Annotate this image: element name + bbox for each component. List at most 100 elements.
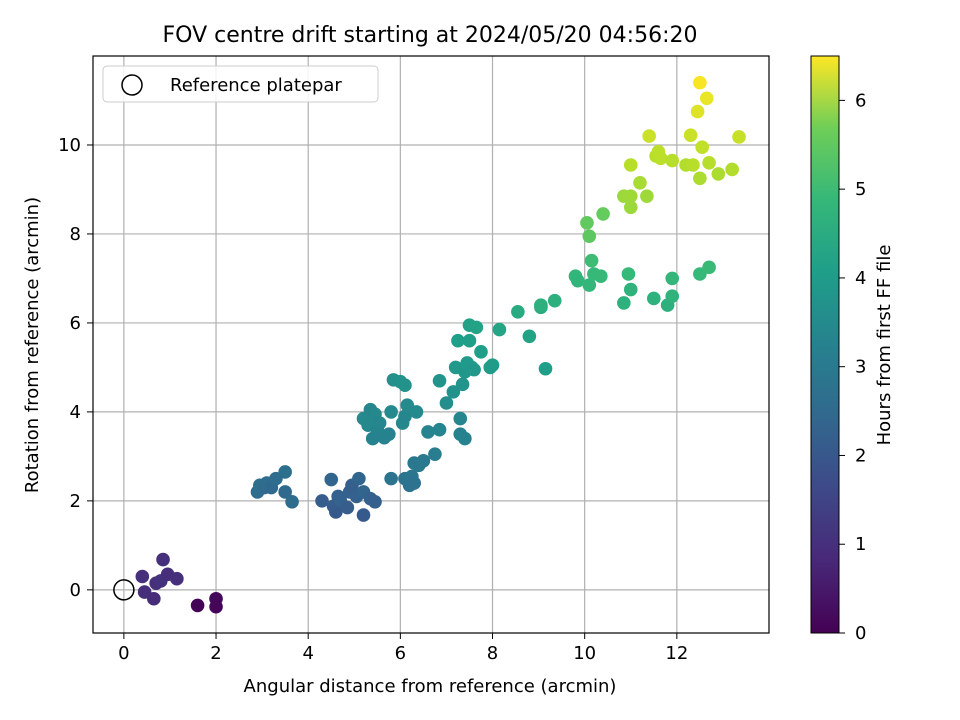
colorbar-tick-label: 6 — [855, 90, 866, 111]
data-point — [580, 216, 594, 230]
data-point — [384, 471, 398, 486]
data-point — [432, 373, 447, 388]
data-point — [432, 422, 447, 437]
legend-marker-reference — [121, 74, 143, 96]
data-point — [446, 385, 461, 399]
data-point — [135, 569, 150, 584]
data-point — [285, 494, 299, 509]
y-tick-label: 6 — [70, 313, 81, 334]
axes: 0 2 4 6 8 10 12 0 2 4 6 8 10 — [58, 55, 770, 664]
data-point — [596, 207, 610, 221]
data-point — [653, 151, 668, 166]
reference-point — [113, 579, 135, 601]
y-tick-label: 4 — [70, 402, 81, 423]
data-point — [665, 289, 680, 304]
data-point — [640, 189, 654, 203]
x-tick-label: 10 — [573, 643, 596, 664]
grid-lines — [93, 56, 769, 633]
data-point — [398, 409, 412, 424]
data-point — [582, 278, 597, 292]
data-point — [467, 362, 481, 377]
legend-frame — [102, 65, 379, 103]
data-point — [623, 282, 638, 297]
data-point — [623, 200, 638, 215]
x-tick-label: 8 — [487, 643, 498, 664]
colorbar: 0 1 2 3 4 5 6 Hours from first FF file — [810, 55, 895, 644]
data-point — [147, 591, 161, 606]
data-point — [570, 273, 585, 288]
data-point — [416, 454, 431, 468]
data-point — [699, 91, 714, 106]
colorbar-label: Hours from first FF file — [874, 245, 895, 446]
legend-label-reference: Reference platepar — [170, 75, 342, 96]
y-tick-label: 2 — [70, 491, 81, 512]
data-point — [372, 416, 387, 430]
data-point — [156, 552, 170, 567]
data-point — [732, 130, 746, 144]
colorbar-tick-label: 0 — [855, 623, 866, 644]
data-point — [209, 599, 223, 614]
data-point — [329, 505, 343, 519]
data-point — [190, 598, 205, 613]
data-point — [623, 158, 638, 172]
colorbar-tick-label: 1 — [855, 534, 866, 555]
colorbar-tick-label: 2 — [855, 445, 866, 466]
data-point — [683, 128, 698, 142]
data-point — [278, 485, 292, 499]
data-point — [439, 396, 454, 410]
data-point — [485, 358, 500, 372]
data-point — [538, 361, 553, 376]
colorbar-ticks: 0 1 2 3 4 5 6 — [839, 90, 866, 644]
data-point — [455, 377, 470, 392]
data-point — [642, 129, 656, 143]
data-point — [665, 153, 680, 168]
y-tick-label: 0 — [70, 580, 81, 601]
x-tick-label: 2 — [210, 643, 221, 664]
colorbar-tick-label: 3 — [855, 357, 866, 378]
data-point — [407, 476, 421, 490]
data-point — [711, 167, 726, 181]
x-axis-label: Angular distance from reference (arcmin) — [244, 676, 617, 697]
data-point — [665, 271, 680, 286]
data-point — [633, 175, 647, 190]
data-point — [582, 229, 597, 243]
data-point — [462, 333, 477, 348]
data-point — [584, 253, 599, 268]
y-tick-label: 10 — [58, 135, 81, 156]
x-tick-label: 6 — [395, 643, 406, 664]
data-point — [458, 431, 472, 446]
data-point — [428, 447, 442, 461]
data-point — [315, 494, 329, 508]
data-point — [469, 320, 484, 335]
data-point — [453, 411, 468, 426]
y-tick-label: 8 — [70, 224, 81, 245]
x-tick-label: 0 — [118, 643, 129, 664]
y-axis-label: Rotation from reference (arcmin) — [22, 197, 43, 493]
data-point — [693, 75, 707, 90]
colorbar-tick-label: 4 — [855, 268, 866, 289]
data-point — [621, 267, 636, 281]
data-point — [702, 155, 716, 170]
data-point — [409, 405, 424, 419]
colorbar-gradient — [810, 55, 840, 634]
data-point — [170, 571, 184, 586]
data-point — [646, 291, 661, 306]
data-point — [368, 494, 382, 509]
data-points — [113, 75, 746, 614]
data-point — [623, 189, 638, 203]
data-point — [693, 171, 707, 186]
data-point — [594, 269, 608, 284]
data-point — [356, 508, 371, 522]
data-point — [278, 465, 292, 479]
data-point — [382, 427, 396, 441]
data-point — [534, 298, 548, 312]
chart-title: FOV centre drift starting at 2024/05/20 … — [163, 23, 698, 48]
data-point — [474, 345, 488, 359]
data-point — [451, 333, 465, 348]
data-point — [421, 425, 435, 439]
data-point — [492, 322, 507, 337]
data-point — [617, 296, 631, 310]
data-point — [686, 158, 700, 172]
data-point — [702, 260, 716, 275]
